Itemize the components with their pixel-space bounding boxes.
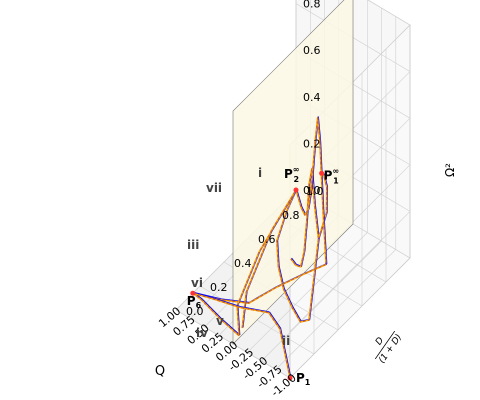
- y-tick-label: 0.8: [282, 209, 300, 222]
- y-tick-label: 0.6: [258, 233, 276, 246]
- curve-0-series-2: [290, 168, 319, 268]
- y-tick-label: 0.0: [186, 305, 204, 318]
- curve-5-series-2: [192, 292, 240, 337]
- z-tick-label: 0.8: [303, 0, 321, 11]
- z-tick-label: 0.2: [303, 137, 321, 150]
- curve-3-series-2: [295, 117, 327, 265]
- region-labels: i ii iii iv v vi vii: [187, 166, 290, 348]
- q-zero-plane: [232, 0, 354, 345]
- region-label-iv: iv: [196, 326, 208, 340]
- y-tick-label: 0.2: [210, 281, 228, 294]
- point-marker-2: [293, 187, 299, 193]
- z-axis-label: Ω²: [443, 163, 457, 177]
- labeled-points: P1 P∞ 1 P∞ 2 P6: [187, 165, 339, 387]
- y-axis-label: D (1 + D): [374, 330, 404, 366]
- curve-8-series-1: [192, 292, 269, 314]
- x-axis-label: Q: [155, 364, 165, 379]
- region-label-ii: ii: [282, 334, 290, 348]
- data-curves: [192, 116, 329, 379]
- curve-4-series-2: [192, 263, 327, 304]
- z-tick-label: 0.6: [303, 44, 321, 57]
- point-label-0: P1: [296, 371, 311, 387]
- z-tick-label: 0.0: [303, 184, 321, 197]
- plane-surface: [232, 0, 354, 345]
- point-marker-0: [287, 375, 293, 381]
- point-label-2: P∞ 2: [284, 165, 299, 184]
- curve-9-series-2: [268, 312, 291, 379]
- point-marker-1: [319, 170, 325, 176]
- y-tick-label: 1.0: [306, 185, 324, 198]
- curve-5-series-0: [192, 292, 241, 336]
- curve-1-series-2: [317, 174, 328, 239]
- curve-2-series-2: [276, 189, 319, 323]
- region-label-vi: vi: [191, 276, 203, 290]
- point-label-3: P6: [187, 294, 202, 310]
- region-label-vii: vii: [206, 181, 222, 195]
- point-label-1: P∞ 1: [324, 166, 339, 185]
- region-label-v: v: [216, 314, 224, 328]
- z-tick-label: 0.4: [303, 91, 321, 104]
- point-marker-3: [190, 290, 196, 296]
- y-axis-label-denominator: (1 + D): [377, 333, 404, 366]
- region-label-iii: iii: [187, 238, 199, 252]
- y-tick-label: 0.4: [234, 257, 252, 270]
- region-label-i: i: [258, 166, 262, 180]
- y-axis-label-numerator: D: [374, 336, 386, 347]
- curve-7-series-2: [241, 189, 297, 329]
